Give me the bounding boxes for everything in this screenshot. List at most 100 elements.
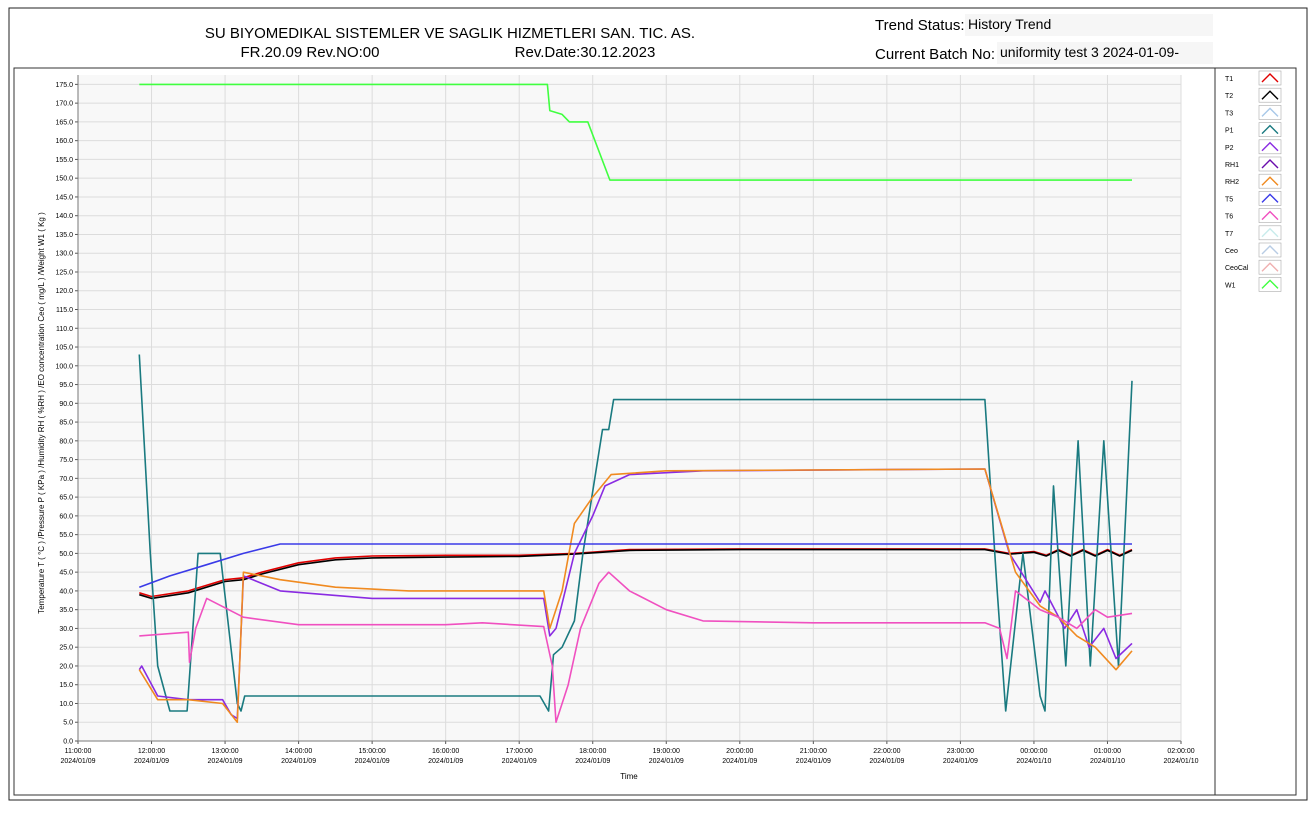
x-tick-label: 2024/01/09 [575,758,610,765]
batch-field [997,42,1213,64]
x-tick-label: 23:00:00 [947,748,974,755]
x-tick-label: 2024/01/09 [943,758,978,765]
series-line [138,468,1133,723]
legend-swatch [1261,141,1279,152]
x-tick-label: 2024/01/09 [649,758,684,765]
y-tick-label: 35.0 [59,607,73,614]
y-tick-label: 15.0 [59,682,73,689]
series-line [139,83,1132,181]
y-tick-label: 115.0 [56,307,73,314]
y-axis-label: Temperature T ( °C ) /Pressure P ( KPa )… [37,212,46,614]
y-tick-label: 20.0 [59,663,73,670]
y-tick-label: 50.0 [59,551,73,558]
y-tick-label: 155.0 [55,157,73,164]
legend-swatch-box [1258,225,1282,241]
plot-area [78,75,1181,741]
y-tick-label: 175.0 [55,82,73,89]
legend-swatch-box [1258,277,1282,292]
y-tick-label: 95.0 [59,382,73,389]
legend-swatch [1261,245,1279,255]
legend-label: CeoCal [1225,265,1249,272]
y-tick-label: 40.0 [59,588,73,595]
legend-swatch [1261,279,1279,289]
x-tick-label: 16:00:00 [432,748,459,755]
x-tick-label: 2024/01/10 [1163,758,1198,765]
legend-label: T1 [1225,76,1233,83]
y-tick-label: 30.0 [59,626,73,633]
x-tick-label: 2024/01/09 [281,758,316,765]
legend-swatch-box [1258,208,1282,223]
legend-swatch [1261,193,1279,203]
y-tick-label: 75.0 [59,457,73,464]
y-tick-label: 135.0 [55,232,73,239]
x-tick-label: 18:00:00 [579,748,606,755]
x-tick-label: 2024/01/09 [355,758,390,765]
y-tick-label: 100.0 [55,363,73,370]
company: SU BIYOMEDIKAL SISTEMLER VE SAGLIK HIZME… [205,25,695,42]
legend-label: RH1 [1225,162,1239,169]
y-tick-label: 110.0 [56,326,73,333]
x-tick-label: 2024/01/09 [208,758,243,765]
x-tick-label: 2024/01/09 [796,758,831,765]
x-tick-label: 2024/01/09 [722,758,757,765]
legend-swatch-box [1258,87,1282,103]
legend-label: P1 [1225,128,1234,135]
x-tick-label: 15:00:00 [359,748,386,755]
x-tick-label: 13:00:00 [211,748,238,755]
legend-swatch [1261,262,1279,272]
status-value: History Trend [968,16,1051,32]
x-tick-label: 20:00:00 [726,748,753,755]
x-tick-label: 12:00:00 [138,748,165,755]
legend-swatch-box [1258,156,1282,172]
x-tick-label: 2024/01/09 [502,758,537,765]
legend-swatch-box [1258,105,1282,120]
x-tick-label: 2024/01/09 [869,758,904,765]
y-tick-label: 130.0 [55,251,73,258]
x-tick-label: 21:00:00 [800,748,827,755]
y-tick-label: 170.0 [55,101,73,108]
legend-label: W1 [1225,282,1236,289]
series-line [139,571,1133,723]
legend-label: P2 [1225,145,1234,152]
legend-swatch [1261,73,1279,83]
legend-swatch-box [1258,173,1282,189]
x-axis-label: Time [620,772,638,781]
legend-swatch [1261,227,1279,238]
series-line [138,468,1133,720]
x-tick-label: 22:00:00 [873,748,900,755]
y-tick-label: 25.0 [59,645,73,652]
legend-swatch-box [1258,139,1282,155]
y-tick-label: 70.0 [59,476,73,483]
status-field [965,14,1213,36]
legend-label: Ceo [1225,248,1238,255]
y-tick-label: 165.0 [55,119,73,126]
y-tick-label: 150.0 [55,176,73,183]
y-tick-label: 80.0 [59,438,73,445]
series-line [138,354,1133,712]
legend-swatch [1261,124,1279,135]
x-tick-label: 02:00:00 [1167,748,1194,755]
legend-label: RH2 [1225,179,1239,186]
legend-label: T6 [1225,214,1233,221]
legend-label: T3 [1225,110,1233,117]
legend-label: T7 [1225,231,1233,238]
y-tick-label: 60.0 [59,513,73,520]
x-tick-label: 2024/01/09 [134,758,169,765]
legend-label: T2 [1225,93,1233,100]
y-tick-label: 145.0 [55,194,73,201]
x-tick-label: 2024/01/09 [60,758,95,765]
x-tick-label: 2024/01/10 [1090,758,1125,765]
y-tick-label: 125.0 [55,269,73,276]
x-tick-label: 14:00:00 [285,748,312,755]
x-tick-label: 00:00:00 [1020,748,1047,755]
y-tick-label: 10.0 [59,701,73,708]
legend-swatch-box [1258,242,1282,258]
batch-label: Current Batch No: [875,46,995,63]
legend-swatch [1261,210,1279,221]
legend-swatch-box [1258,70,1282,86]
batch-value: uniformity test 3 2024-01-09- [1000,44,1179,60]
legend-swatch-box [1258,191,1282,206]
y-tick-label: 140.0 [55,213,73,220]
